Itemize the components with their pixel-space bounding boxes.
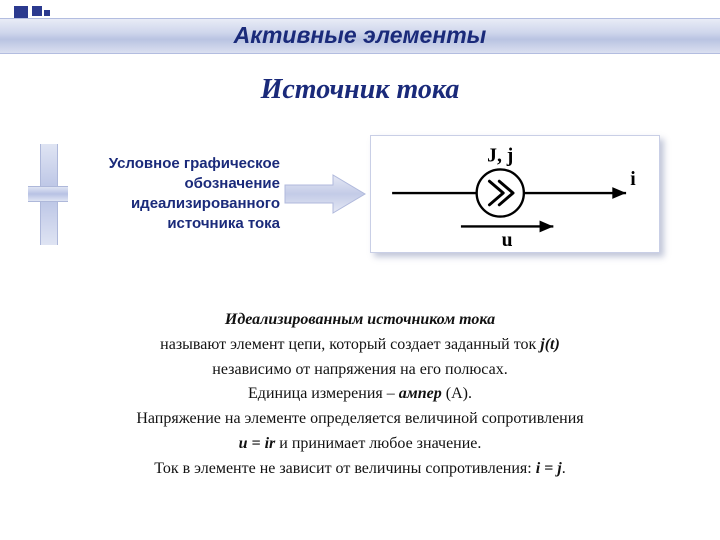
unit-name: ампер <box>399 385 442 402</box>
lead-term: Идеализированным источником тока <box>225 311 495 328</box>
diagram-box: J, j i u <box>370 135 660 253</box>
title-band: Активные элементы <box>0 18 720 54</box>
body-line: Ток в элементе не зависит от величины со… <box>154 460 535 477</box>
body-line: Единица измерения – <box>248 385 399 402</box>
header-bar: Активные элементы <box>0 0 720 58</box>
body-line: называют элемент цепи, который создает з… <box>160 336 540 353</box>
body-text: Идеализированным источником тока называю… <box>40 308 680 482</box>
label-top: J, j <box>487 145 513 167</box>
subtitle: Источник тока <box>0 74 720 106</box>
body-line: независимо от напряжения на его полюсах. <box>40 358 680 383</box>
formula-i: i = j <box>536 460 562 477</box>
callout-line: Условное графическое <box>109 155 280 172</box>
callout-label: Условное графическое обозначение идеализ… <box>70 148 280 241</box>
callout-line: источника тока <box>167 215 280 232</box>
label-bottom: u <box>502 229 513 251</box>
arrow-block <box>280 169 370 219</box>
body-line: . <box>562 460 566 477</box>
body-line: (А). <box>442 385 472 402</box>
page-title: Активные элементы <box>0 22 720 49</box>
callout-line: обозначение <box>184 175 280 192</box>
body-line: и принимает любое значение. <box>275 435 481 452</box>
label-right: i <box>630 168 636 190</box>
block-arrow-icon <box>283 169 368 219</box>
callout-line: идеализированного <box>131 195 280 212</box>
formula-u: u = ir <box>239 435 276 452</box>
jt-symbol: j(t) <box>540 336 560 353</box>
content-row: Условное графическое обозначение идеализ… <box>70 134 680 254</box>
current-source-symbol: J, j i u <box>371 136 659 252</box>
body-line: Напряжение на элементе определяется вели… <box>40 407 680 432</box>
